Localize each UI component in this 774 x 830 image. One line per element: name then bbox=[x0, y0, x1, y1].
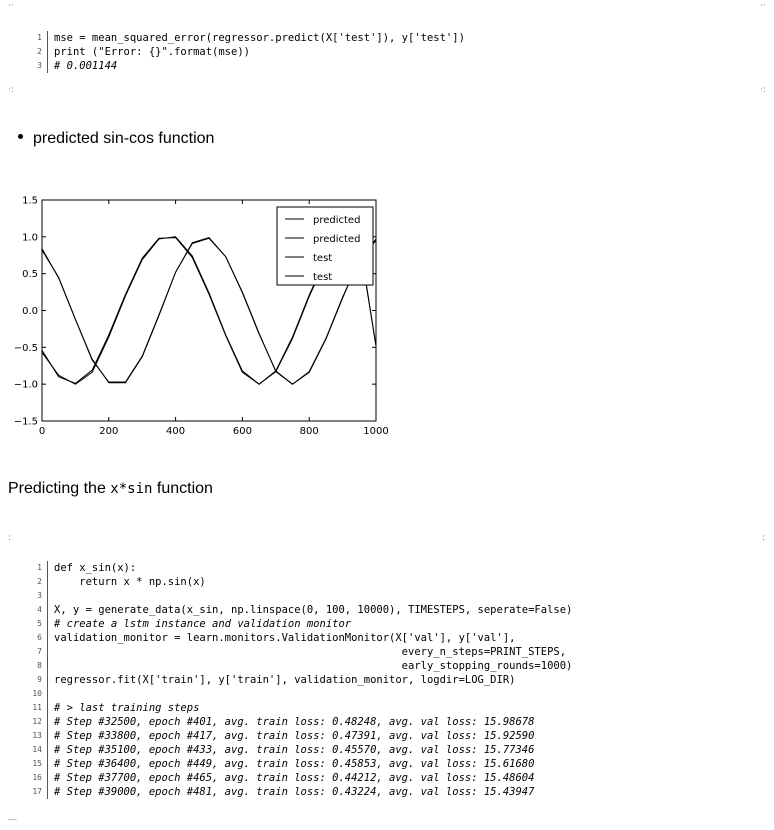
code-line: 12 # Step #32500, epoch #401, avg. train … bbox=[30, 715, 572, 729]
corner-mark: ·: bbox=[8, 85, 14, 95]
line-number: 11 bbox=[30, 701, 48, 715]
corner-mark: : bbox=[762, 533, 766, 543]
code-line: 7 every_n_steps=PRINT_STEPS, bbox=[30, 645, 572, 659]
line-number: 15 bbox=[30, 757, 48, 771]
code-line: 17 # Step #39000, epoch #481, avg. train … bbox=[30, 785, 572, 799]
legend-label: test bbox=[313, 253, 332, 264]
code-text: X, y = generate_data(x_sin, np.linspace(… bbox=[54, 604, 573, 616]
code-text: validation_monitor = learn.monitors.Vali… bbox=[54, 632, 516, 644]
section-heading: Predicting the x*sin function bbox=[8, 480, 213, 498]
legend-label: test bbox=[313, 272, 332, 283]
line-number: 1 bbox=[30, 561, 48, 575]
code-line: 9 regressor.fit(X['train'], y['train'], v… bbox=[30, 673, 572, 687]
code-line: 16 # Step #37700, epoch #465, avg. train … bbox=[30, 771, 572, 785]
section-heading-prefix: Predicting the bbox=[8, 480, 111, 497]
corner-mark: — bbox=[8, 815, 17, 825]
line-number: 9 bbox=[30, 673, 48, 687]
code-line: 5 # create a lstm instance and validation… bbox=[30, 617, 572, 631]
code-comment: # Step #39000, epoch #481, avg. train lo… bbox=[54, 786, 535, 798]
line-number: 7 bbox=[30, 645, 48, 659]
legend-box bbox=[276, 206, 374, 286]
code-text: mse = mean_squared_error(regressor.predi… bbox=[54, 32, 465, 44]
line-number: 13 bbox=[30, 729, 48, 743]
y-tick-label: 0.0 bbox=[22, 306, 38, 317]
corner-mark: : bbox=[8, 533, 12, 543]
bullet-icon bbox=[18, 134, 23, 140]
code-line: 13 # Step #33800, epoch #417, avg. train … bbox=[30, 729, 572, 743]
line-number: 10 bbox=[30, 687, 48, 701]
code-line: 10 bbox=[30, 687, 572, 701]
x-tick-label: 0 bbox=[39, 426, 45, 437]
section-heading-code: x*sin bbox=[110, 481, 153, 497]
y-tick-label: −1.5 bbox=[14, 417, 38, 428]
y-tick-label: 0.5 bbox=[22, 269, 38, 280]
line-number: 17 bbox=[30, 785, 48, 799]
code-comment: # Step #33800, epoch #417, avg. train lo… bbox=[54, 730, 535, 742]
code-line: 2 print ("Error: {}".format(mse)) bbox=[30, 45, 465, 59]
code-line: 2 return x * np.sin(x) bbox=[30, 575, 572, 589]
code-text: early_stopping_rounds=1000) bbox=[54, 660, 573, 672]
sin-cos-chart: 0 200 400 600 800 1000 1.5 1.0 0.5 0.0 −0.5 −1.0 −1.… bbox=[14, 196, 389, 438]
code-comment: # Step #36400, epoch #449, avg. train lo… bbox=[54, 758, 535, 770]
y-tick-label: 1.0 bbox=[22, 232, 38, 243]
code-block-mse: 1 mse = mean_squared_error(regressor.pred… bbox=[30, 31, 465, 73]
corner-mark: ·: bbox=[760, 85, 766, 95]
line-number: 1 bbox=[30, 31, 48, 45]
code-line: 14 # Step #35100, epoch #433, avg. train … bbox=[30, 743, 572, 757]
y-tick-label: 1.5 bbox=[22, 196, 38, 207]
code-line: 1 def x_sin(x): bbox=[30, 561, 572, 575]
y-tick-label: −0.5 bbox=[14, 343, 38, 354]
code-block-xsin: 1 def x_sin(x): 2 return x * np.sin(x) 3 4 X,… bbox=[30, 561, 572, 799]
x-tick-label: 800 bbox=[300, 426, 319, 437]
code-text: every_n_steps=PRINT_STEPS, bbox=[54, 646, 567, 658]
code-line: 1 mse = mean_squared_error(regressor.pred… bbox=[30, 31, 465, 45]
section-heading-suffix: function bbox=[152, 480, 213, 497]
code-comment: # 0.001144 bbox=[54, 60, 118, 72]
code-text: return x * np.sin(x) bbox=[54, 576, 206, 588]
line-number: 4 bbox=[30, 603, 48, 617]
line-number: 3 bbox=[30, 59, 48, 73]
x-tick-label: 1000 bbox=[363, 426, 388, 437]
code-comment: # Step #35100, epoch #433, avg. train lo… bbox=[54, 744, 535, 756]
legend-label: predicted bbox=[313, 215, 360, 226]
code-line: 8 early_stopping_rounds=1000) bbox=[30, 659, 572, 673]
line-number: 2 bbox=[30, 45, 48, 59]
code-comment: # create a lstm instance and validation … bbox=[54, 618, 352, 630]
code-line: 3 bbox=[30, 589, 572, 603]
line-number: 6 bbox=[30, 631, 48, 645]
series-line-2 bbox=[41, 237, 377, 385]
y-tick-label: −1.0 bbox=[14, 380, 38, 391]
code-text: regressor.fit(X['train'], y['train'], va… bbox=[54, 674, 516, 686]
code-line: 6 validation_monitor = learn.monitors.Val… bbox=[30, 631, 572, 645]
line-number: 16 bbox=[30, 771, 48, 785]
code-text: def x_sin(x): bbox=[54, 562, 137, 574]
corner-mark: ·· bbox=[760, 1, 766, 11]
line-number: 2 bbox=[30, 575, 48, 589]
bullet-heading-text: predicted sin-cos function bbox=[33, 130, 215, 147]
line-number: 14 bbox=[30, 743, 48, 757]
code-line: 15 # Step #36400, epoch #449, avg. train … bbox=[30, 757, 572, 771]
code-line: 11 # > last training steps bbox=[30, 701, 572, 715]
code-line: 4 X, y = generate_data(x_sin, np.linspace… bbox=[30, 603, 572, 617]
bullet-heading: predicted sin-cos function bbox=[18, 130, 214, 148]
corner-mark: ·· bbox=[8, 1, 14, 11]
line-number: 12 bbox=[30, 715, 48, 729]
line-number: 3 bbox=[30, 589, 48, 603]
x-tick-label: 400 bbox=[166, 426, 185, 437]
code-text: print ("Error: {}".format(mse)) bbox=[54, 46, 250, 58]
line-number: 5 bbox=[30, 617, 48, 631]
code-comment: # > last training steps bbox=[54, 702, 200, 714]
legend-label: predicted bbox=[313, 234, 360, 245]
x-tick-label: 200 bbox=[99, 426, 118, 437]
code-comment: # Step #37700, epoch #465, avg. train lo… bbox=[54, 772, 535, 784]
code-line: 3 # 0.001144 bbox=[30, 59, 465, 73]
x-tick-label: 600 bbox=[233, 426, 252, 437]
code-comment: # Step #32500, epoch #401, avg. train lo… bbox=[54, 716, 535, 728]
line-number: 8 bbox=[30, 659, 48, 673]
